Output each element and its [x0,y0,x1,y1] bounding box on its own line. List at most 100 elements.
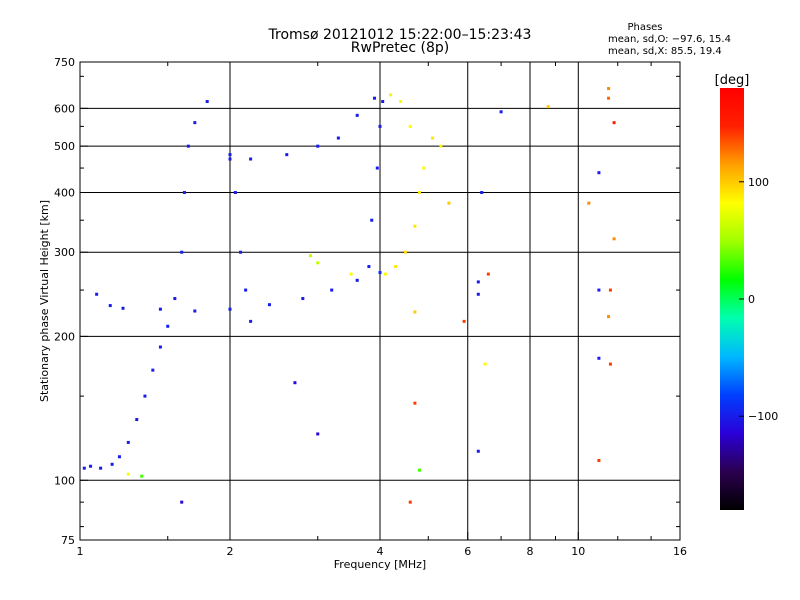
x-tick-label: 4 [377,545,384,558]
data-point [383,272,387,276]
data-point [244,288,248,292]
data-point [193,309,197,313]
y-tick-label: 500 [54,140,75,153]
phases-heading: Phases [627,22,663,33]
data-point [110,462,114,466]
data-point [612,121,616,125]
data-point [228,153,232,157]
data-point [126,440,130,444]
data-point [158,345,162,349]
x-tick-label: 6 [464,545,471,558]
data-point [95,292,99,296]
data-point [608,362,612,366]
data-point [367,265,371,269]
data-point [158,307,162,311]
colorbar-tick-label: 100 [748,176,769,189]
x-tick-label: 2 [227,545,234,558]
y-tick-label: 400 [54,186,75,199]
data-point [607,315,611,319]
data-point [316,432,320,436]
data-point [381,100,385,104]
data-point [349,272,353,276]
data-point [499,110,503,114]
data-point [121,306,125,310]
data-point [483,362,487,366]
data-point [431,136,435,140]
data-point [301,297,305,301]
data-point [413,310,417,314]
data-point [166,324,170,328]
data-point [413,224,417,228]
phases-x-stats: mean, sd,X: 85.5, 19.4 [608,46,722,57]
data-point [394,265,398,269]
data-point [612,237,616,241]
data-point [82,466,86,470]
y-tick-label: 300 [54,246,75,259]
data-point [375,166,379,170]
y-tick-label: 750 [54,56,75,69]
data-point [99,466,103,470]
data-point [228,157,232,161]
data-point [476,449,480,453]
x-axis-title: Frequency [MHz] [334,558,426,571]
y-tick-label: 200 [54,330,75,343]
y-tick-label: 100 [54,474,75,487]
data-point [408,500,412,504]
data-point [597,171,601,175]
data-point [597,288,601,292]
data-point [607,87,611,91]
chart-title: Tromsø 20121012 15:22:00–15:23:43 [268,27,532,43]
phases-o-stats: mean, sd,O: −97.6, 15.4 [608,34,731,45]
data-point [108,304,112,308]
data-point [608,288,612,292]
data-point [336,136,340,140]
data-point [607,96,611,100]
data-point [413,401,417,405]
data-point [417,190,421,194]
data-point [476,292,480,296]
colorbar-tick-label: 0 [748,293,755,306]
colorbar-label: [deg] [715,73,750,88]
x-tick-label: 16 [673,545,687,558]
data-point [173,297,177,301]
data-point [462,319,466,323]
data-point [293,381,297,385]
data-point [587,201,591,205]
x-tick-label: 8 [527,545,534,558]
y-tick-label: 600 [54,102,75,115]
data-point [267,303,271,307]
data-point [205,100,209,104]
data-point [355,113,359,117]
data-point [143,394,147,398]
data-point [135,418,139,422]
data-point [249,157,253,161]
data-point [330,288,334,292]
data-point [117,455,121,459]
data-point [316,144,320,148]
data-point [193,121,197,125]
data-point [597,356,601,360]
data-point [447,201,451,205]
x-tick-label: 1 [77,545,84,558]
data-point [355,278,359,282]
colorbar-tick-label: −100 [748,410,778,423]
data-point [408,124,412,128]
data-point [546,105,550,109]
data-point [308,254,312,258]
data-point [228,307,232,311]
data-point [480,190,484,194]
data-point [239,250,243,254]
data-point [180,250,184,254]
data-point [186,144,190,148]
data-point [486,272,490,276]
data-point [370,218,374,222]
data-point [151,368,155,372]
data-point [403,250,407,254]
data-point [439,144,443,148]
data-point [476,280,480,284]
data-point [180,500,184,504]
data-point [316,261,320,265]
data-point [399,100,403,104]
x-tick-label: 10 [571,545,585,558]
